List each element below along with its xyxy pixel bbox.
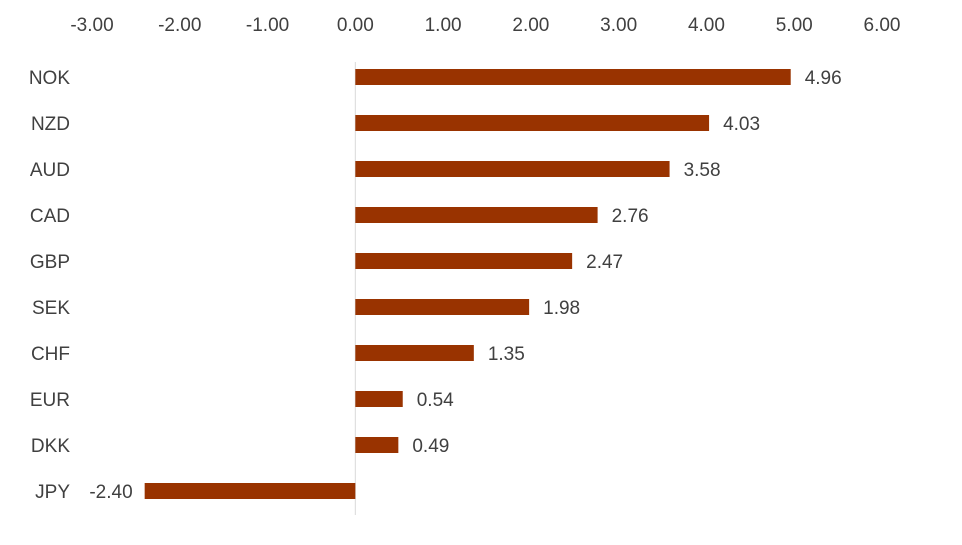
category-label-chf: CHF — [31, 344, 70, 365]
value-label-gbp: 2.47 — [586, 252, 623, 273]
value-label-eur: 0.54 — [417, 390, 454, 411]
x-tick-label: 0.00 — [337, 15, 374, 36]
value-label-nok: 4.96 — [805, 68, 842, 89]
value-label-dkk: 0.49 — [412, 436, 449, 457]
bar-chf — [355, 345, 474, 361]
category-label-sek: SEK — [32, 298, 70, 319]
bar-gbp — [355, 253, 573, 269]
x-tick-label: -3.00 — [70, 15, 113, 36]
bar-dkk — [355, 437, 399, 453]
value-label-cad: 2.76 — [612, 206, 649, 227]
category-label-aud: AUD — [30, 160, 70, 181]
x-axis-ticks: -3.00 -2.00 -1.00 0.00 1.00 2.00 3.00 4.00 5.00 6… — [70, 15, 900, 36]
category-label-gbp: GBP — [30, 252, 70, 273]
bars — [144, 69, 791, 499]
category-label-eur: EUR — [30, 390, 70, 411]
bar-eur — [355, 391, 403, 407]
value-labels: 4.96 4.03 3.58 2.76 2.47 1.98 1.35 0.54 0.49 -2.4… — [89, 68, 841, 503]
x-tick-label: -1.00 — [246, 15, 289, 36]
category-label-cad: CAD — [30, 206, 70, 227]
category-label-jpy: JPY — [35, 482, 70, 503]
category-label-nok: NOK — [29, 68, 71, 89]
category-labels: NOK NZD AUD CAD GBP SEK CHF EUR DKK JPY — [29, 68, 71, 503]
bar-aud — [355, 161, 670, 177]
x-tick-label: 6.00 — [864, 15, 901, 36]
bar-sek — [355, 299, 530, 315]
value-label-jpy: -2.40 — [89, 482, 132, 503]
category-label-dkk: DKK — [31, 436, 70, 457]
x-tick-label: 3.00 — [600, 15, 637, 36]
value-label-aud: 3.58 — [684, 160, 721, 181]
value-label-chf: 1.35 — [488, 344, 525, 365]
bar-cad — [355, 207, 598, 223]
x-tick-label: 2.00 — [512, 15, 549, 36]
x-tick-label: -2.00 — [158, 15, 201, 36]
category-label-nzd: NZD — [31, 114, 70, 135]
value-label-sek: 1.98 — [543, 298, 580, 319]
x-tick-label: 1.00 — [425, 15, 462, 36]
bar-nok — [355, 69, 791, 85]
bar-jpy — [144, 483, 356, 499]
x-tick-label: 5.00 — [776, 15, 813, 36]
x-tick-label: 4.00 — [688, 15, 725, 36]
value-label-nzd: 4.03 — [723, 114, 760, 135]
bar-nzd — [355, 115, 710, 131]
